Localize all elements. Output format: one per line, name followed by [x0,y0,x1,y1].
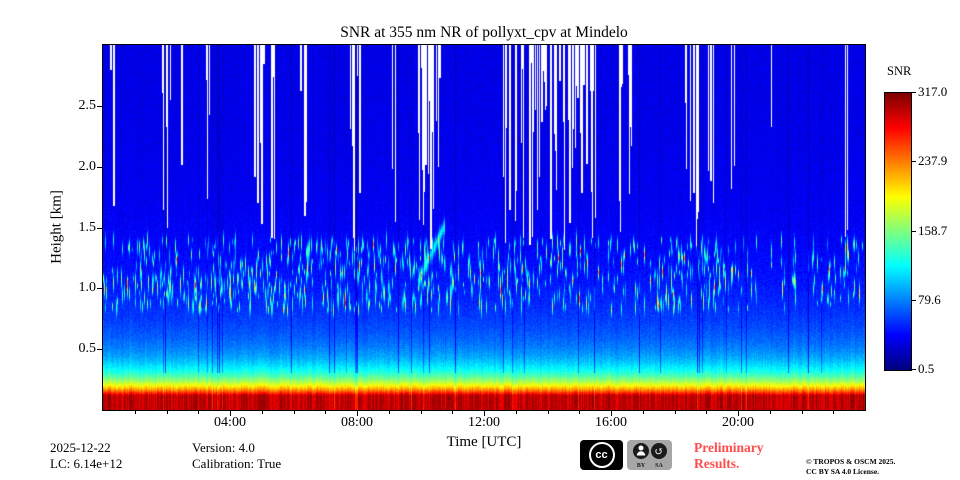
x-tick-label: 04:00 [214,415,246,430]
x-minor-tick-mark [198,411,200,414]
preliminary-note: Preliminary Results. [694,440,763,472]
cc-license-badge: cc [580,440,623,470]
x-tick-label: 20:00 [722,415,754,430]
preliminary-line1: Preliminary [694,440,764,455]
x-minor-tick-mark [293,411,295,414]
colorbar [884,92,912,371]
y-tick-mark [97,349,102,351]
x-tick-mark [230,411,231,416]
copyright-line2: CC BY SA 4.0 License. [806,466,880,476]
colorbar-tick-mark [912,299,916,301]
copyright-line1: © TROPOS & OSCM 2025. [806,457,896,466]
x-minor-tick-mark [420,411,422,414]
x-tick-mark [611,411,612,416]
y-tick-label: 2.0 [78,158,97,174]
x-minor-tick-mark [388,411,390,414]
x-minor-tick-mark [674,411,676,414]
x-minor-tick-mark [452,411,454,414]
x-minor-tick-mark [801,411,803,414]
x-tick-mark [357,411,358,416]
colorbar-tick-mark [912,92,916,93]
x-axis-label: Time [UTC] [446,434,522,450]
colorbar-tick-label: 237.9 [918,153,948,169]
y-tick-label: 0.5 [78,341,97,357]
x-minor-tick-mark [706,411,708,414]
attribution-icon [632,443,649,459]
footer-date: 2025-12-22 [50,440,111,455]
x-minor-tick-mark [325,411,327,414]
x-minor-tick-mark [134,411,136,414]
x-minor-tick-mark [642,411,644,414]
x-minor-tick-mark [261,411,263,414]
colorbar-tick-label: 79.6 [918,291,941,307]
by-label: BY [636,463,645,469]
cc-by-sa-badge: ↺ BY SA [627,440,672,470]
x-minor-tick-mark [769,411,771,414]
copyright-note: © TROPOS & OSCM 2025. CC BY SA 4.0 Licen… [806,457,895,477]
cc-logo-icon: cc [588,442,615,468]
y-tick-mark [97,227,102,229]
x-minor-tick-mark [166,411,168,414]
y-tick-mark [97,105,102,107]
x-minor-tick-mark [833,411,835,414]
x-tick-mark [484,411,485,416]
y-tick-label: 1.0 [78,280,97,296]
y-tick-label: 1.5 [78,219,97,235]
footer-calibration: Calibration: True [192,456,282,471]
x-minor-tick-mark [579,411,581,414]
share-alike-icon [650,443,667,459]
x-tick-mark [738,411,739,416]
preliminary-line2: Results. [694,456,740,472]
colorbar-label: SNR [887,64,912,78]
plot-area [102,44,866,411]
x-minor-tick-mark [515,411,517,414]
heatmap-canvas [103,45,865,410]
y-tick-mark [97,288,102,290]
chart-title: SNR at 355 nm NR of pollyxt_cpv at Minde… [340,24,628,41]
x-minor-tick-mark [547,411,549,414]
by-sa-icons: ↺ BY SA [632,443,667,469]
sa-label: SA [655,463,663,469]
x-tick-label: 12:00 [468,415,500,430]
colorbar-tick-label: 158.7 [918,222,948,238]
colorbar-tick-label: 317.0 [918,84,948,99]
svg-text:↺: ↺ [654,446,663,458]
footer-lidar-constant: LC: 6.14e+12 [50,456,123,471]
x-tick-label: 08:00 [341,415,373,430]
colorbar-tick-mark [912,230,916,232]
colorbar-tick-mark [912,369,916,370]
colorbar-tick-mark [912,161,916,163]
y-tick-label: 2.5 [78,97,97,113]
colorbar-canvas [885,93,911,370]
footer-version: Version: 4.0 [192,440,255,455]
x-tick-label: 16:00 [595,415,627,430]
y-tick-mark [97,166,102,168]
colorbar-tick-label: 0.5 [918,361,935,376]
